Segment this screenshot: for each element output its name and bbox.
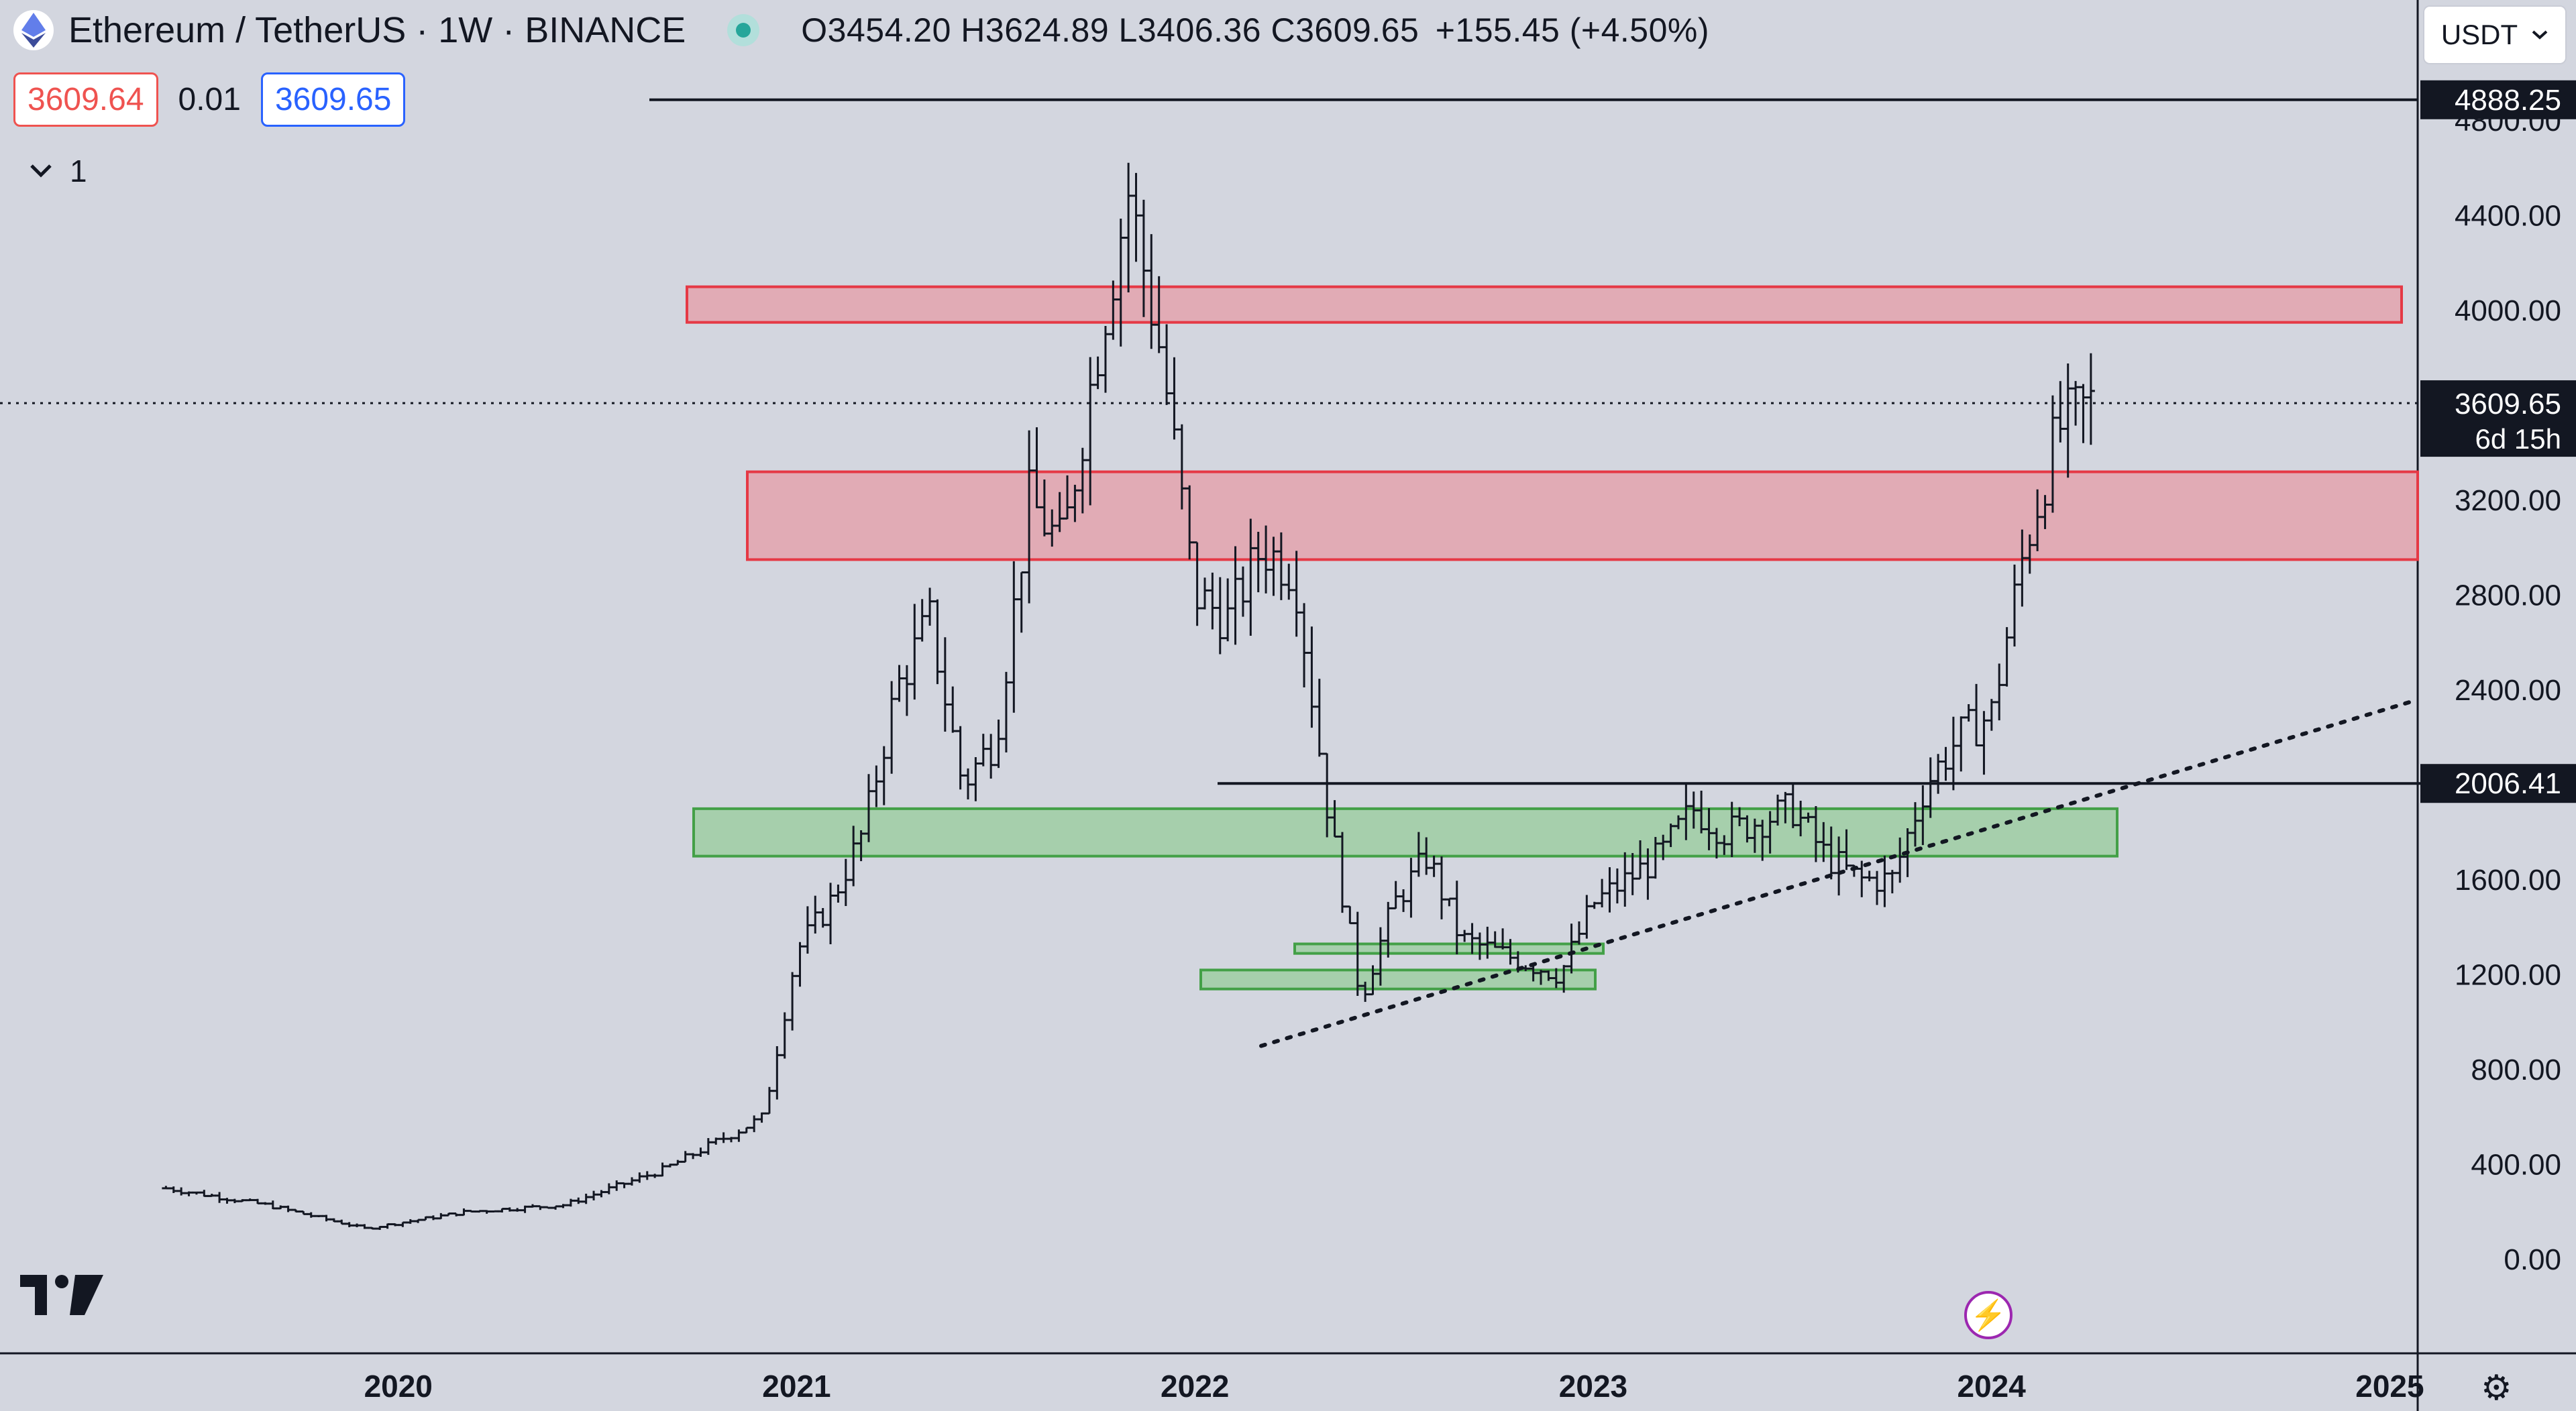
y-tick-label: 4000.00 [2455,294,2561,327]
tradingview-logo-icon[interactable] [20,1271,103,1319]
indicators-toggle[interactable]: 1 [30,153,87,189]
y-tick-label: 1200.00 [2455,959,2561,992]
x-tick-label: 2023 [1559,1369,1627,1404]
indicators-count: 1 [70,154,87,188]
y-tick-label: 400.00 [2471,1149,2561,1182]
change-value: +155.45 (+4.50%) [1435,11,1710,49]
support-zone [692,807,2118,858]
visibility-eye-icon[interactable] [727,14,760,46]
ethereum-logo-icon [13,10,54,50]
resistance-zone [746,470,2419,561]
high-line-label-box [2420,80,2576,119]
current-price-label-box [2420,380,2576,457]
gear-icon[interactable]: ⚙ [2481,1369,2512,1408]
support-zone [1293,942,1605,955]
currency-label: USDT [2440,19,2518,50]
ohlc-text: O3454.20 H3624.89 L3406.36 C3609.65 [801,11,1419,49]
support-line-label-box [2420,764,2576,803]
y-tick-label: 4400.00 [2455,200,2561,233]
bid-ask-panel: 3609.64 0.01 3609.65 [13,72,406,127]
spread-value: 0.01 [178,82,241,117]
support-zone [1199,968,1597,991]
x-tick-label: 2020 [364,1369,433,1404]
symbol-header: Ethereum / TetherUS · 1W · BINANCE O3454… [13,7,1709,54]
support-line-label: 2006.41 [2455,767,2561,800]
buy-price-button[interactable]: 3609.65 [260,72,406,127]
chevron-down-icon [30,164,52,178]
lightning-bolt-icon[interactable]: ⚡ [1964,1291,2012,1339]
x-tick-label: 2025 [2355,1369,2424,1404]
ohlc-values: O3454.20 H3624.89 L3406.36 C3609.65 +155… [801,11,1709,50]
high-line-label: 4888.25 [2455,84,2561,117]
y-tick-label: 3200.00 [2455,484,2561,517]
sell-price-button[interactable]: 3609.64 [13,72,158,127]
chevron-down-icon [2532,30,2548,40]
current-price-label: 3609.65 [2455,388,2561,420]
currency-select[interactable]: USDT [2423,5,2567,64]
resistance-zone [686,285,2403,324]
y-tick-label: 1600.00 [2455,864,2561,897]
x-tick-label: 2024 [1957,1369,2027,1404]
x-tick-label: 2021 [762,1369,830,1404]
symbol-title[interactable]: Ethereum / TetherUS · 1W · BINANCE [68,10,686,50]
y-tick-label: 2400.00 [2455,674,2561,707]
y-tick-label: 0.00 [2504,1243,2561,1276]
x-tick-label: 2022 [1161,1369,1229,1404]
y-tick-label: 800.00 [2471,1054,2561,1086]
y-tick-label: 2800.00 [2455,579,2561,612]
countdown-label: 6d 15h [2475,423,2561,455]
